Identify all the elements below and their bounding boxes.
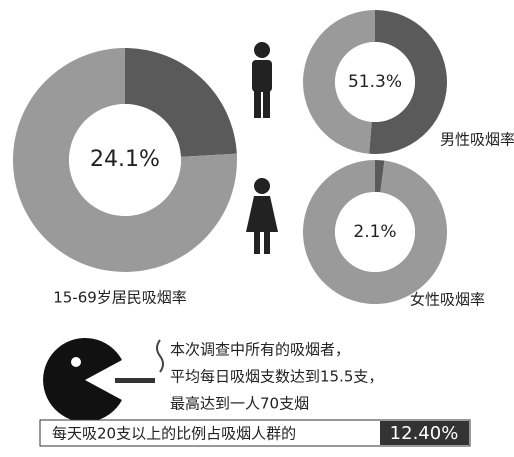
note-line: 本次调查中所有的吸烟者，	[170, 341, 350, 359]
value-label: 51.3%	[348, 72, 402, 92]
value-label: 24.1%	[90, 147, 160, 172]
chart-title: 女性吸烟率	[410, 291, 485, 309]
infographic: 每天吸20支以上的比例占吸烟人群的 12.40% 24.1% 15-69岁居民吸烟…	[0, 0, 514, 457]
smoke	[157, 340, 163, 372]
male-icon	[252, 42, 272, 118]
value-label: 2.1%	[353, 222, 396, 242]
chart-title: 15-69岁居民吸烟率	[53, 289, 187, 307]
highlight-text: 每天吸20支以上的比例占吸烟人群的	[52, 425, 296, 443]
note-line: 最高达到一人70支烟	[170, 395, 309, 413]
female-icon	[246, 178, 278, 254]
chart-title: 男性吸烟率	[440, 131, 514, 149]
note-line: 平均每日吸烟支数达到15.5支，	[170, 368, 383, 386]
pacman	[43, 338, 122, 422]
highlight-value: 12.40%	[390, 423, 459, 444]
cigarette	[115, 378, 155, 383]
pacman-eye	[71, 357, 81, 367]
